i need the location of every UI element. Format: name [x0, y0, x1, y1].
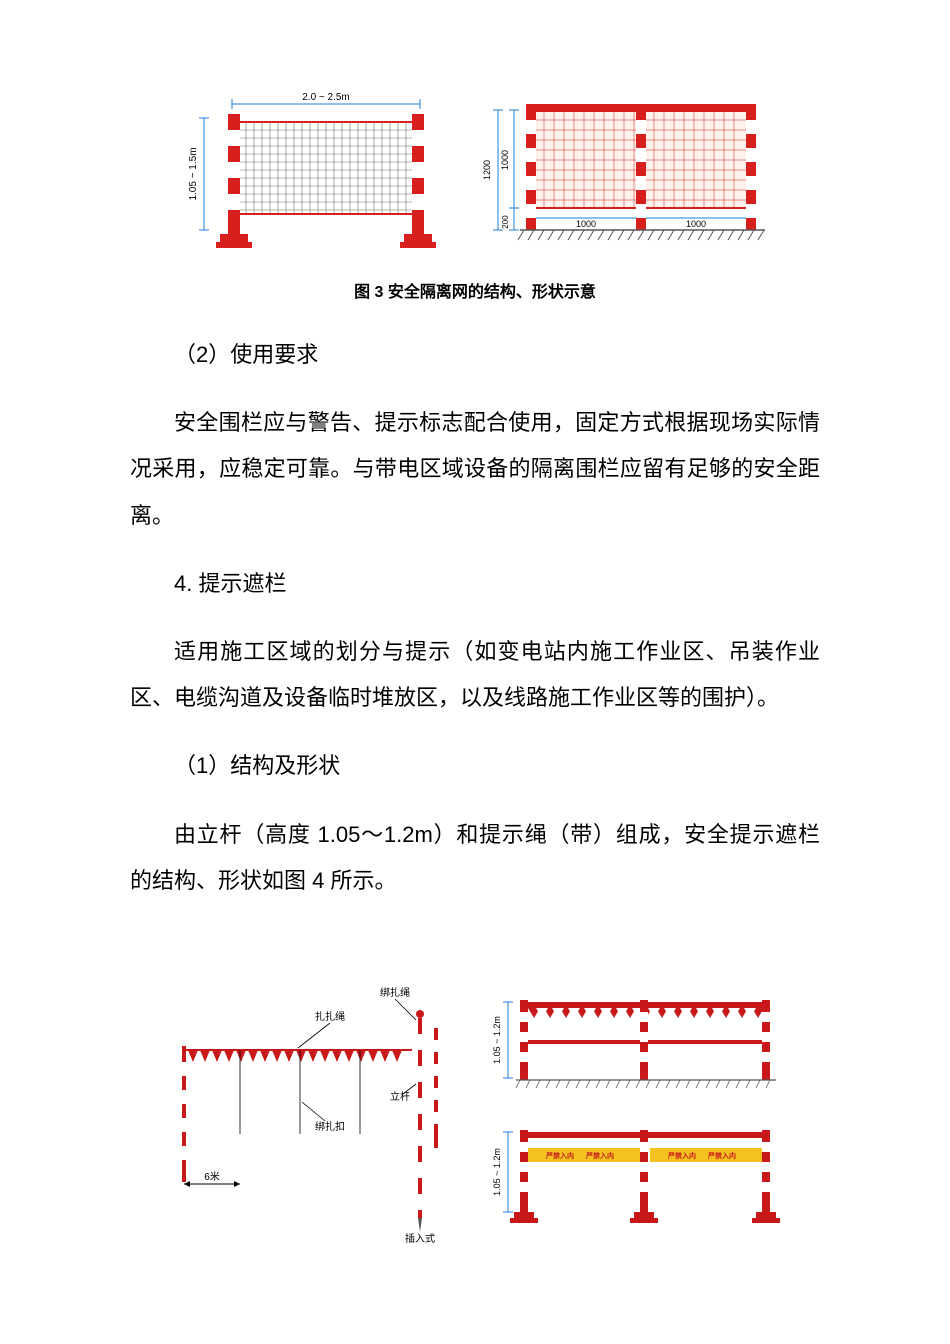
fig3-left-height-label: 1.05 ~ 1.5m [188, 147, 199, 200]
para-4-heading: 4. 提示遮栏 [130, 561, 820, 607]
figure-3-left-svg: 2.0 ~ 2.5m 1.05 ~ 1.5m [180, 90, 450, 260]
para-2-label: （2）使用要求 [130, 332, 820, 378]
svg-text:1200: 1200 [482, 160, 492, 180]
svg-text:扎扎绳: 扎扎绳 [315, 1010, 345, 1023]
svg-text:1000: 1000 [500, 150, 510, 170]
svg-text:6米: 6米 [204, 1170, 220, 1183]
para-5-body: 由立杆（高度 1.05～1.2m）和提示绳（带）组成，安全提示遮栏的结构、形状如… [130, 812, 820, 904]
figure-3-right-svg: 1200 1000 200 [480, 90, 770, 260]
svg-text:严禁入内: 严禁入内 [585, 1151, 614, 1160]
figure-4-right-svg: 1.05 ~ 1.2m 1.05 ~ [490, 984, 780, 1234]
document-page: 2.0 ~ 2.5m 1.05 ~ 1.5m [0, 0, 950, 1302]
svg-text:1.05 ~ 1.2m: 1.05 ~ 1.2m [492, 1016, 502, 1064]
para-4-body: 适用施工区域的划分与提示（如变电站内施工作业区、吊装作业区、电缆沟道及设备临时堆… [130, 629, 820, 721]
para-5-label: （1）结构及形状 [130, 743, 820, 789]
svg-text:插入式: 插入式 [405, 1232, 435, 1244]
svg-text:绑扎绳: 绑扎绳 [380, 986, 410, 999]
para-2-body: 安全围栏应与警告、提示标志配合使用，固定方式根据现场实际情况采用，应稳定可靠。与… [130, 400, 820, 539]
figure-3-caption: 图 3 安全隔离网的结构、形状示意 [130, 278, 820, 302]
fig3-left-width-label: 2.0 ~ 2.5m [302, 92, 350, 103]
svg-text:立杆: 立杆 [390, 1090, 410, 1103]
figure-4-left-svg: 绑扎绳 扎扎绳 绑扎扣 [170, 984, 460, 1244]
svg-text:1000: 1000 [576, 219, 596, 229]
svg-text:严禁入内: 严禁入内 [707, 1151, 736, 1160]
body-text: （2）使用要求 安全围栏应与警告、提示标志配合使用，固定方式根据现场实际情况采用… [130, 332, 820, 904]
figure-4-row: 绑扎绳 扎扎绳 绑扎扣 [130, 984, 820, 1244]
svg-text:200: 200 [501, 215, 510, 229]
svg-text:绑扎扣: 绑扎扣 [315, 1120, 345, 1133]
svg-text:严禁入内: 严禁入内 [667, 1151, 696, 1160]
svg-text:1.05 ~ 1.2m: 1.05 ~ 1.2m [492, 1148, 502, 1196]
figure-3-row: 2.0 ~ 2.5m 1.05 ~ 1.5m [130, 90, 820, 260]
svg-text:1000: 1000 [686, 219, 706, 229]
svg-text:严禁入内: 严禁入内 [545, 1151, 574, 1160]
